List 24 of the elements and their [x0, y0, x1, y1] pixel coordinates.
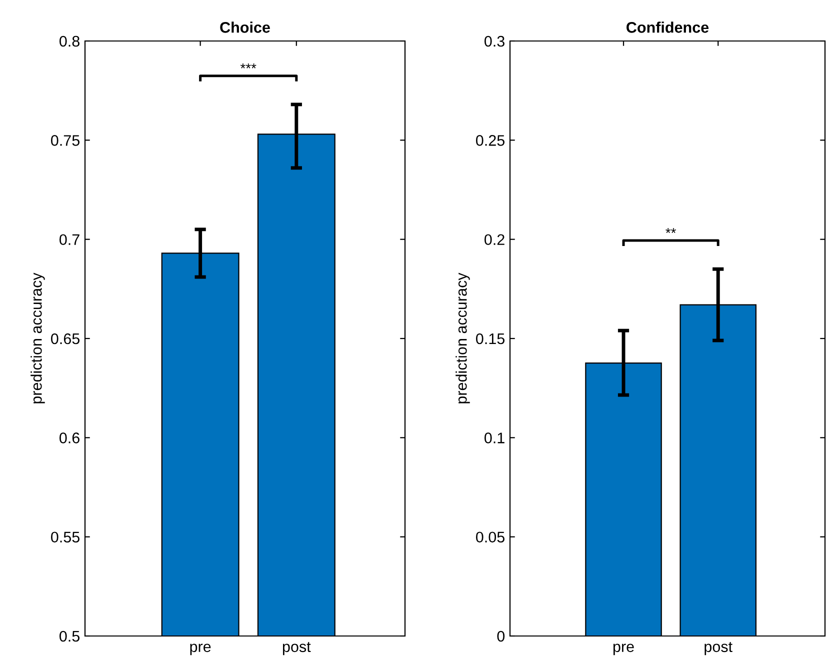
y-tick-label: 0.1 [484, 432, 504, 444]
x-tick-label: pre [613, 644, 634, 656]
y-tick-label: 0.8 [60, 36, 80, 47]
y-tick-label: 0 [497, 630, 505, 642]
y-tick-label: 0.55 [51, 532, 80, 543]
y-tick-label: 0.75 [51, 135, 80, 146]
x-tick-label: post [704, 642, 732, 656]
annotation: *** [240, 63, 256, 68]
y-tick-label: 0.7 [60, 234, 80, 246]
y-tick-label: 0.5 [60, 630, 80, 642]
y-tick-label: 0.15 [476, 333, 504, 344]
y-axis-title: prediction accuracy [456, 272, 470, 404]
annotation: ** [666, 228, 676, 233]
y-tick-label: 0.05 [476, 532, 504, 543]
chart-title: Choice [220, 22, 270, 33]
x-tick-label: post [282, 642, 311, 656]
y-axis-title: prediction accuracy [30, 272, 45, 404]
y-tick-label: 0.65 [51, 333, 80, 344]
y-tick-label: 0.2 [484, 234, 504, 246]
y-tick-label: 0.25 [476, 135, 504, 146]
y-tick-label: 0.6 [60, 432, 80, 444]
chart-title: Confidence [626, 22, 709, 33]
x-tick-label: pre [190, 644, 211, 656]
y-tick-label: 0.3 [484, 36, 504, 47]
